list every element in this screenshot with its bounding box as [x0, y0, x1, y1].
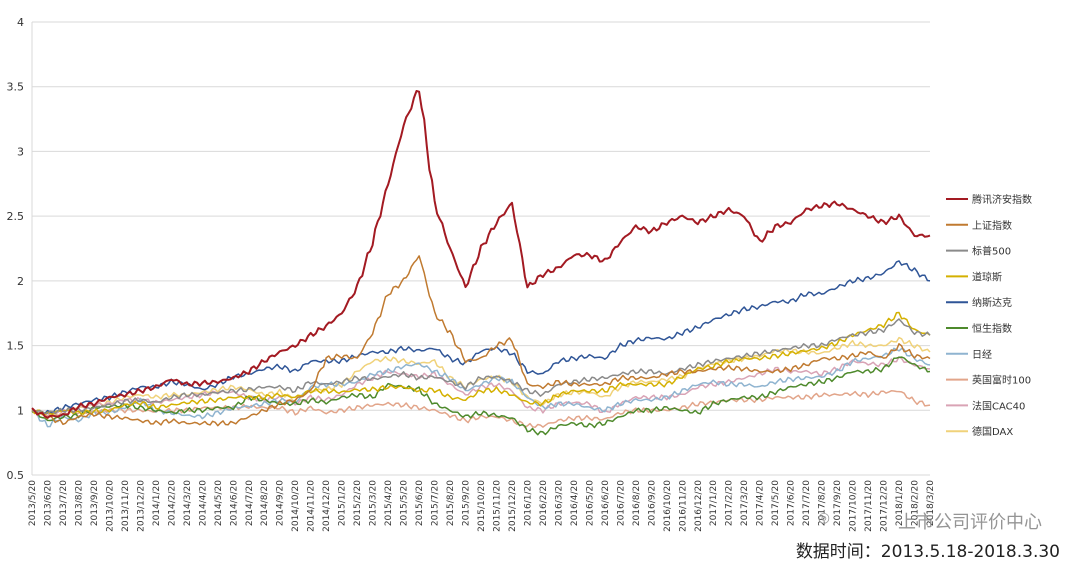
x-tick-label: 2016/4/20 [570, 480, 580, 526]
x-tick-label: 2015/12/20 [508, 480, 518, 532]
x-tick-label: 2015/10/20 [477, 480, 487, 532]
x-tick-label: 2017/7/20 [802, 480, 812, 526]
x-tick-label: 2014/4/20 [198, 480, 208, 526]
x-tick-label: 2014/5/20 [214, 480, 224, 526]
x-tick-label: 2013/11/20 [121, 480, 131, 532]
x-tick-label: 2015/7/20 [431, 480, 441, 526]
series-line [31, 390, 931, 429]
x-tick-label: 2013/6/20 [43, 480, 53, 526]
x-tick-label: 2015/5/20 [400, 480, 410, 526]
x-tick-label: 2017/1/20 [709, 480, 719, 526]
x-tick-label: 2016/2/20 [539, 480, 549, 526]
x-tick-label: 2015/9/20 [462, 480, 472, 526]
x-tick-label: 2016/3/20 [554, 480, 564, 526]
legend-label: 恒生指数 [972, 322, 1012, 335]
y-tick-label: 2 [17, 275, 24, 288]
x-tick-label: 2014/3/20 [183, 480, 193, 526]
x-tick-label: 2016/8/20 [632, 480, 642, 526]
legend-label: 标普500 [972, 245, 1011, 258]
x-tick-label: 2014/2/20 [167, 480, 177, 526]
x-tick-label: 2013/5/20 [28, 480, 38, 526]
watermark: 上市公司评价中心 [898, 512, 1042, 533]
data-period-note: 数据时间：2013.5.18-2018.3.30 [795, 542, 1060, 562]
x-tick-label: 2015/4/20 [384, 480, 394, 526]
x-tick-label: 2014/7/20 [245, 480, 255, 526]
x-tick-label: 2014/9/20 [276, 480, 286, 526]
x-tick-label: 2016/12/20 [694, 480, 704, 532]
x-tick-label: 2013/10/20 [105, 480, 115, 532]
y-tick-label: 3.5 [7, 81, 25, 94]
x-tick-label: 2017/11/20 [864, 480, 874, 532]
x-tick-label: 2013/7/20 [59, 480, 69, 526]
series-lines [31, 90, 931, 436]
series-line [31, 255, 931, 427]
y-tick-label: 4 [17, 16, 24, 29]
x-tick-label: 2014/1/20 [152, 480, 162, 526]
x-tick-label: 2017/10/20 [849, 480, 859, 532]
x-tick-label: 2016/6/20 [601, 480, 611, 526]
x-tick-label: 2016/10/20 [663, 480, 673, 532]
x-tick-label: 2015/2/20 [353, 480, 363, 526]
wechat-icon: ◎ [817, 510, 830, 526]
x-tick-label: 2018/3/20 [926, 480, 936, 526]
legend-label: 英国富时100 [972, 374, 1031, 387]
x-tick-label: 2015/8/20 [446, 480, 456, 526]
x-tick-label: 2014/8/20 [260, 480, 270, 526]
x-tick-label: 2015/1/20 [338, 480, 348, 526]
x-tick-label: 2017/12/20 [880, 480, 890, 532]
legend-label: 腾讯济安指数 [972, 193, 1032, 206]
x-tick-label: 2017/9/20 [833, 480, 843, 526]
x-tick-label: 2016/9/20 [647, 480, 657, 526]
legend-label: 纳斯达克 [972, 296, 1012, 309]
series-line [31, 347, 931, 428]
x-tick-label: 2014/6/20 [229, 480, 239, 526]
legend-label: 道琼斯 [972, 270, 1002, 283]
series-line [31, 356, 931, 436]
x-tick-label: 2014/10/20 [291, 480, 301, 532]
series-line [31, 90, 931, 419]
y-tick-label: 2.5 [7, 210, 25, 223]
y-tick-label: 1 [17, 404, 24, 417]
x-tick-label: 2017/5/20 [771, 480, 781, 526]
x-tick-label: 2016/1/20 [523, 480, 533, 526]
x-tick-label: 2013/9/20 [90, 480, 100, 526]
x-tick-label: 2015/3/20 [369, 480, 379, 526]
x-tick-label: 2016/11/20 [678, 480, 688, 532]
series-line [31, 311, 931, 416]
legend-label: 德国DAX [972, 425, 1013, 438]
x-tick-label: 2016/7/20 [616, 480, 626, 526]
x-tick-label: 2015/6/20 [415, 480, 425, 526]
x-tick-label: 2013/12/20 [136, 480, 146, 532]
series-line [31, 318, 931, 415]
x-tick-label: 2013/8/20 [74, 480, 84, 526]
y-axis: 0.5 1 1.5 2 2.5 3 3.5 4 [7, 16, 25, 482]
x-tick-label: 2014/11/20 [307, 480, 317, 532]
x-tick-label: 2017/4/20 [756, 480, 766, 526]
legend-label: 日经 [972, 348, 992, 361]
y-tick-label: 0.5 [7, 469, 25, 482]
legend-label: 上证指数 [972, 219, 1012, 232]
x-tick-label: 2018/2/20 [911, 480, 921, 526]
x-tick-label: 2017/8/20 [818, 480, 828, 526]
x-tick-label: 2017/6/20 [787, 480, 797, 526]
x-tick-label: 2018/1/20 [895, 480, 905, 526]
x-tick-label: 2015/11/20 [492, 480, 502, 532]
y-tick-label: 3 [17, 145, 24, 158]
x-tick-label: 2016/5/20 [585, 480, 595, 526]
legend-label: 法国CAC40 [972, 399, 1025, 412]
y-tick-label: 1.5 [7, 340, 25, 353]
x-tick-label: 2017/2/20 [725, 480, 735, 526]
series-line [31, 260, 931, 415]
x-axis: 2013/5/20 2013/6/20 2013/7/20 2013/8/20 2013… [28, 480, 936, 532]
x-tick-label: 2017/3/20 [740, 480, 750, 526]
x-tick-label: 2014/12/20 [322, 480, 332, 532]
